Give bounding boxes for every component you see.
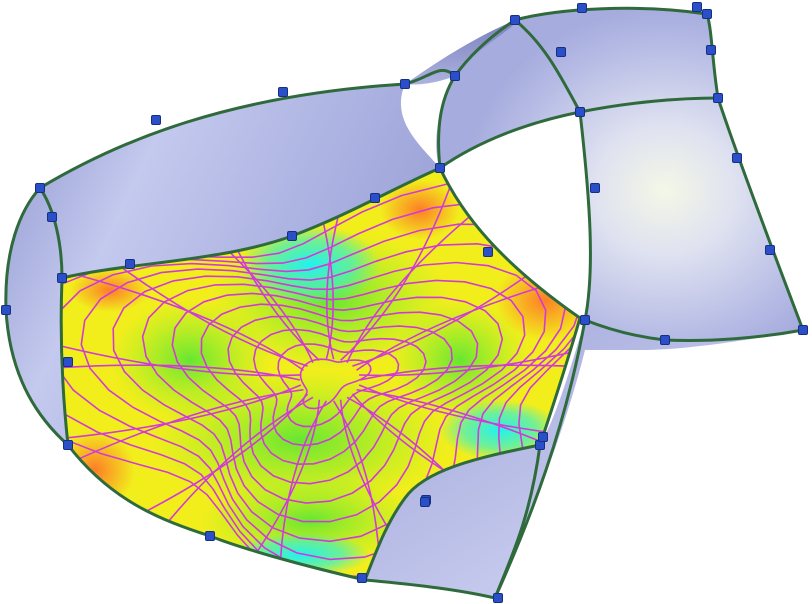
isoline-radial: [278, 400, 328, 580]
cube-marker-icon[interactable]: [370, 193, 380, 203]
cube-marker-icon[interactable]: [47, 212, 57, 222]
right-inner-left-curve: [437, 74, 457, 170]
cube-marker-icon[interactable]: [692, 2, 702, 12]
cube-marker-icon[interactable]: [580, 315, 590, 325]
bottom-flap-right-curve: [493, 318, 587, 600]
cube-marker-icon[interactable]: [1, 305, 11, 315]
cube-marker-icon[interactable]: [357, 573, 367, 583]
cube-marker-icon[interactable]: [706, 45, 716, 55]
cube-marker-icon[interactable]: [660, 335, 670, 345]
isoline-ring: [227, 315, 453, 466]
cube-marker-icon[interactable]: [538, 432, 548, 442]
cube-marker-icon[interactable]: [57, 273, 67, 283]
left-surface-patch: [5, 84, 441, 445]
isoline-ring: [200, 303, 479, 485]
isoline-radial: [187, 168, 320, 361]
isoline-radial: [358, 384, 580, 448]
isoline-ring: [171, 292, 504, 504]
patch-right-curve: [438, 166, 582, 447]
isoline-radial: [339, 399, 473, 580]
cube-marker-icon[interactable]: [125, 259, 135, 269]
isoline-radial: [61, 249, 304, 371]
cube-marker-icon[interactable]: [205, 531, 215, 541]
bottom-surface-patch: [365, 320, 803, 598]
cube-marker-icon[interactable]: [798, 325, 808, 335]
isoline-radial: [61, 312, 301, 377]
cube-marker-icon[interactable]: [63, 440, 73, 450]
isoline-radial: [281, 168, 334, 360]
isoline-radial: [326, 168, 379, 360]
cube-marker-icon[interactable]: [702, 9, 712, 19]
cube-marker-icon[interactable]: [287, 231, 297, 241]
right-surface-patch: [438, 8, 803, 341]
isoline-ring: [277, 343, 400, 428]
right-edge-curve: [705, 12, 805, 332]
cube-marker-icon[interactable]: [556, 47, 566, 57]
cube-marker-icon[interactable]: [577, 3, 587, 13]
cube-marker-icon[interactable]: [63, 357, 73, 367]
cube-marker-icon[interactable]: [493, 593, 503, 603]
cube-marker-icon[interactable]: [420, 497, 430, 507]
left-tube-inner-curve: [38, 186, 64, 280]
patch-lower-right-curve: [363, 443, 542, 582]
outer-top-curve: [38, 82, 407, 190]
cube-marker-icon[interactable]: [278, 87, 288, 97]
cube-marker-icon[interactable]: [590, 183, 600, 193]
right-inner-vertical-curve: [513, 18, 592, 322]
cube-marker-icon[interactable]: [575, 107, 585, 117]
right-top-curve: [513, 6, 709, 22]
isoline-radial: [340, 168, 473, 361]
cube-marker-icon[interactable]: [713, 93, 723, 103]
isoline-ring: [299, 358, 372, 410]
cube-marker-icon[interactable]: [765, 245, 775, 255]
patch-top-curve: [60, 166, 442, 280]
cube-marker-icon[interactable]: [510, 15, 520, 25]
patch-left-curve: [59, 276, 70, 447]
isoline-radial: [356, 388, 580, 511]
cube-marker-icon[interactable]: [450, 71, 460, 81]
isoline-radial: [61, 388, 304, 511]
isoline-radial: [61, 384, 302, 448]
cube-marker-icon[interactable]: [400, 79, 410, 89]
cube-marker-icon[interactable]: [483, 247, 493, 257]
isoline-radial: [359, 312, 580, 377]
isoline-radial: [61, 364, 301, 381]
cube-marker-icon[interactable]: [732, 153, 742, 163]
isoline-ring: [252, 328, 427, 447]
cube-marker-icon[interactable]: [35, 183, 45, 193]
cube-marker-icon[interactable]: [435, 163, 445, 173]
isoline-ring: [141, 279, 526, 523]
cube-marker-icon[interactable]: [151, 115, 161, 125]
